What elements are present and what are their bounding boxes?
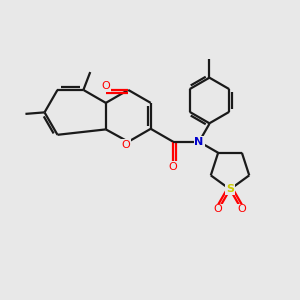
Text: O: O	[214, 204, 223, 214]
Text: S: S	[226, 184, 234, 194]
Text: O: O	[238, 204, 246, 214]
Text: N: N	[194, 137, 204, 147]
Text: O: O	[102, 81, 111, 92]
Text: O: O	[169, 162, 178, 172]
Text: O: O	[122, 140, 130, 150]
